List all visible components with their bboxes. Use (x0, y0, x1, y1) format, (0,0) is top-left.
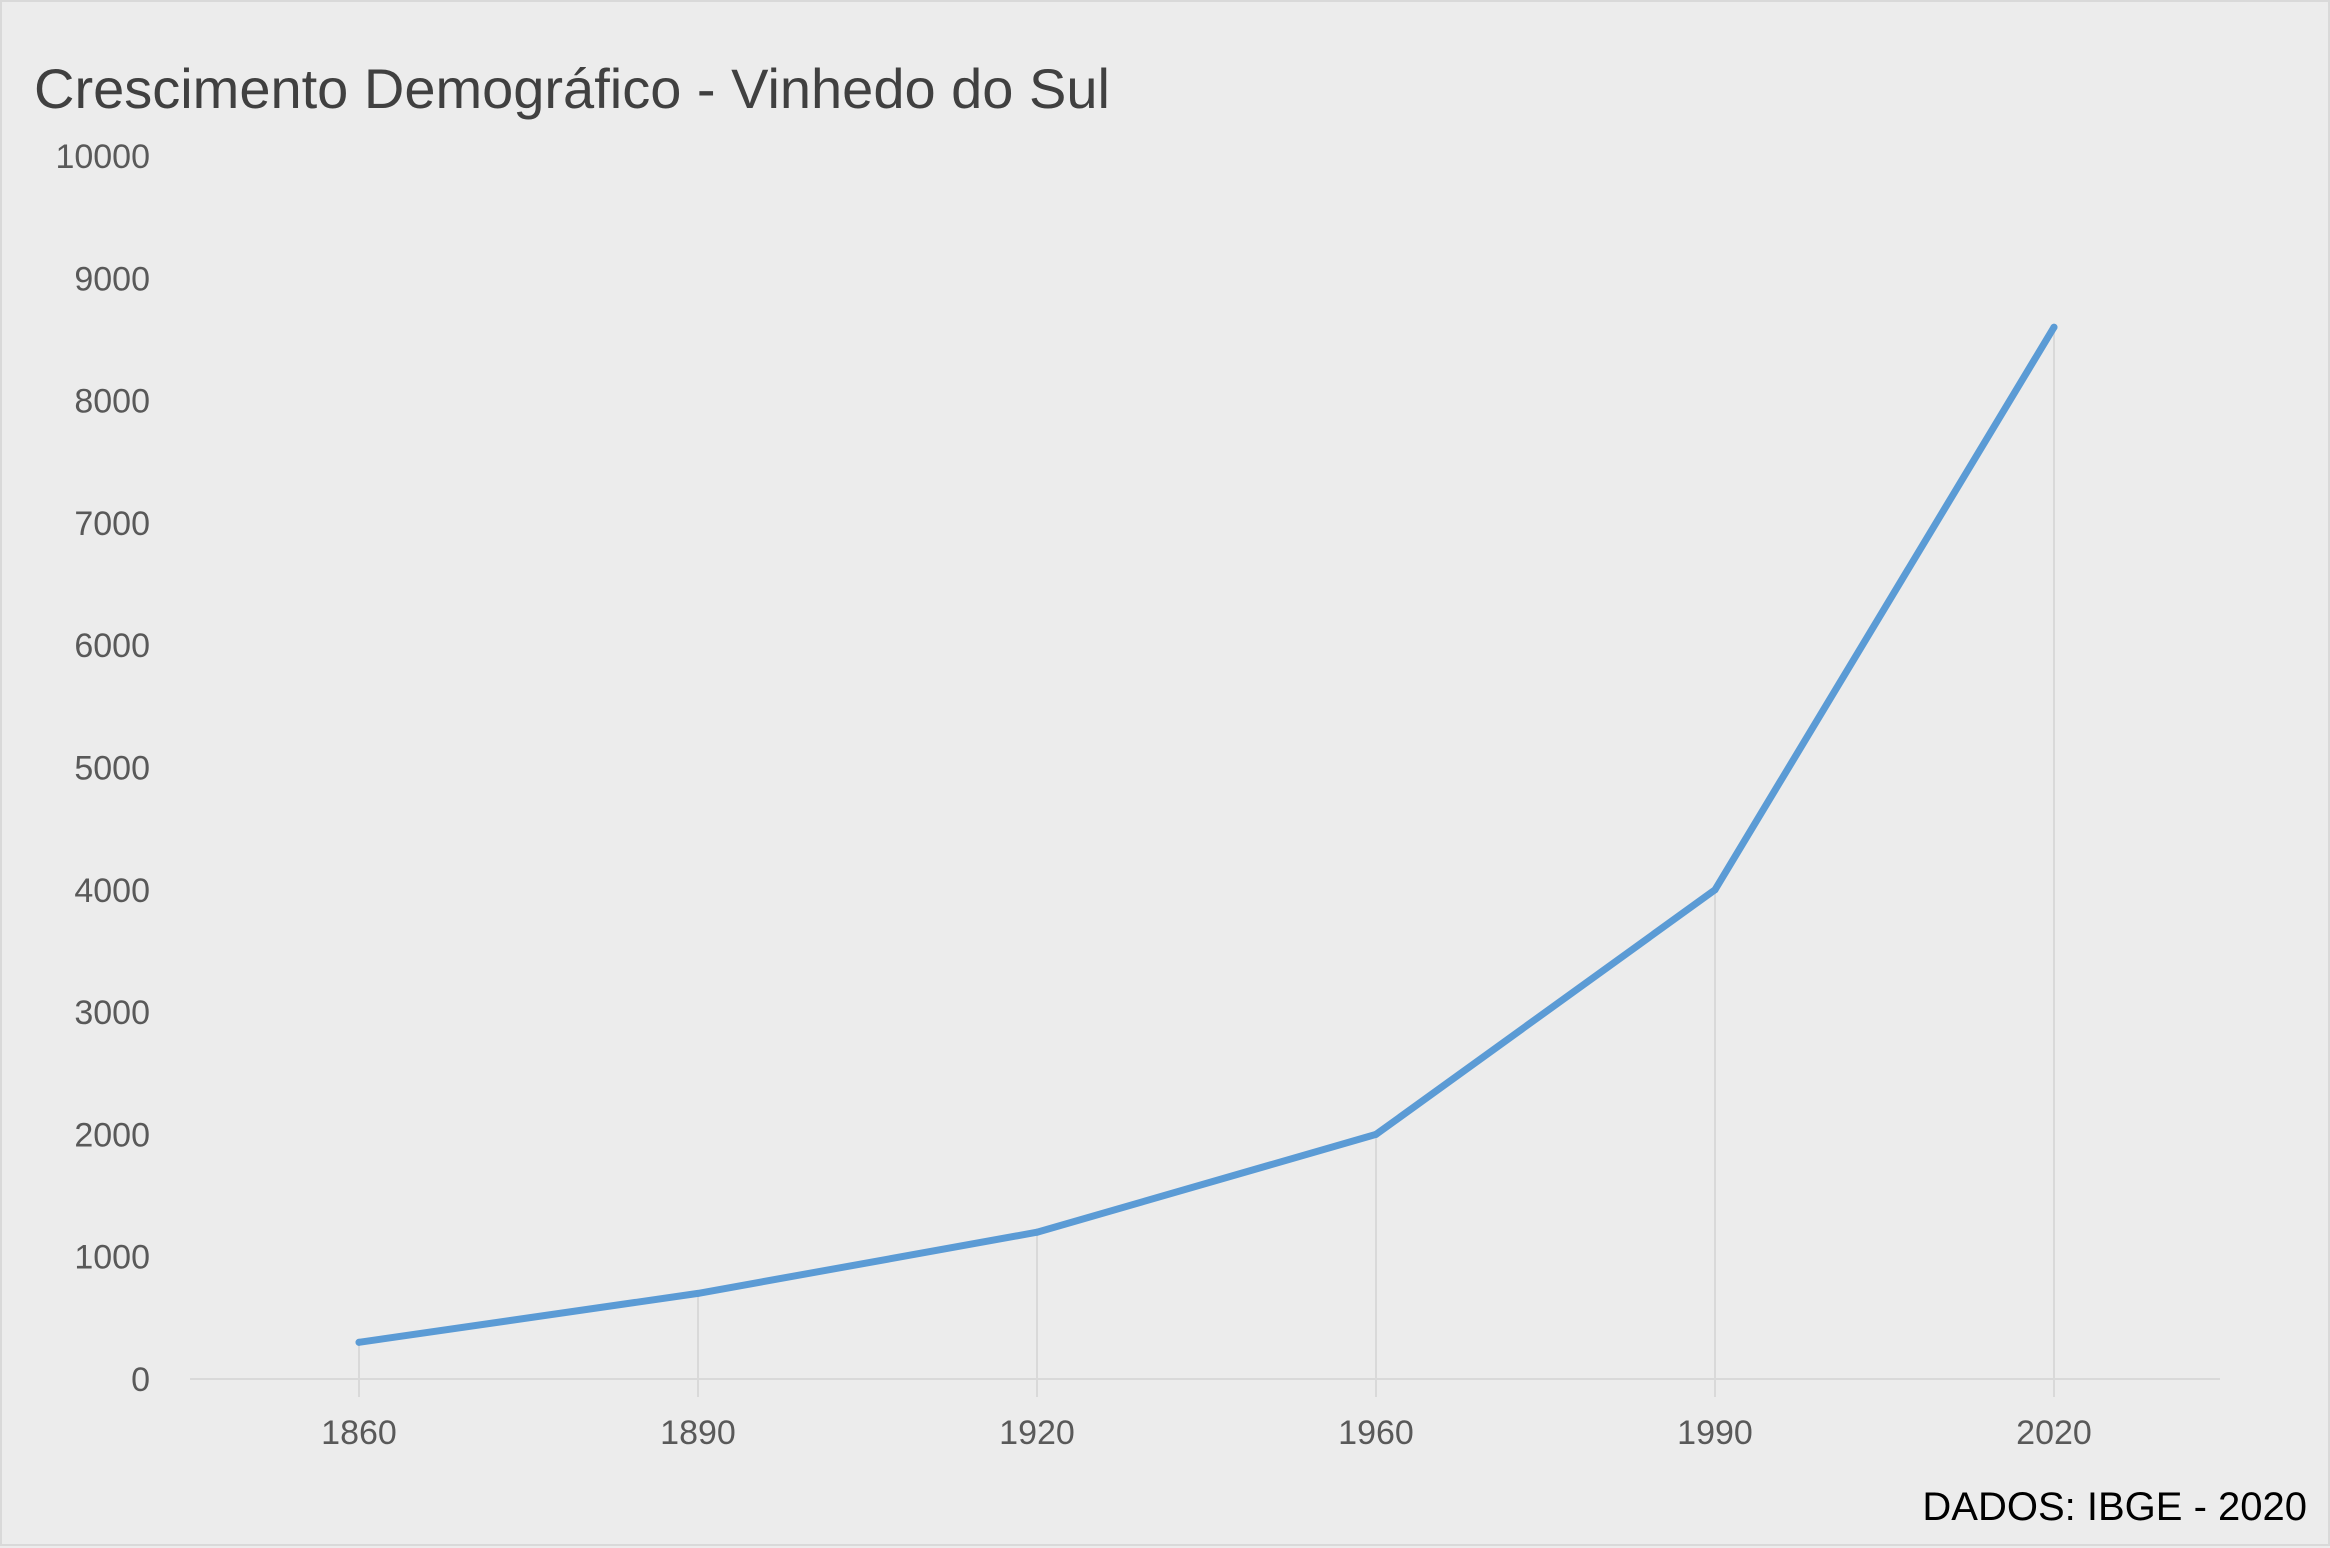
y-tick-label: 5000 (74, 750, 150, 788)
x-tick-label: 1920 (999, 1414, 1075, 1452)
y-tick-label: 9000 (74, 260, 150, 298)
data-point (1033, 1228, 1041, 1236)
y-tick-label: 6000 (74, 627, 150, 665)
x-axis-tick-labels: 1860 1890 1920 1960 1990 2020 (321, 1414, 2092, 1452)
data-source-note: DADOS: IBGE - 2020 (1922, 1485, 2307, 1529)
series-group (355, 323, 2058, 1346)
data-point (1372, 1130, 1380, 1138)
x-tick-label: 2020 (2016, 1414, 2092, 1452)
x-tick-label: 1960 (1338, 1414, 1414, 1452)
y-tick-label: 3000 (74, 994, 150, 1032)
y-tick-label: 7000 (74, 505, 150, 543)
y-tick-label: 1000 (74, 1239, 150, 1277)
data-point (1711, 886, 1719, 894)
x-tick-label: 1860 (321, 1414, 397, 1452)
series-line (355, 323, 2058, 1346)
data-point (355, 1338, 363, 1346)
drop-lines (358, 327, 2055, 1397)
data-point (694, 1289, 702, 1297)
y-tick-label: 8000 (74, 383, 150, 421)
y-tick-label: 4000 (74, 872, 150, 910)
y-tick-label: 10000 (55, 138, 150, 176)
y-axis-tick-labels: 0 1000 2000 3000 4000 5000 6000 7000 8000 9000 100… (55, 138, 150, 1399)
y-tick-label: 2000 (74, 1116, 150, 1154)
x-tick-label: 1890 (660, 1414, 736, 1452)
y-tick-label: 0 (131, 1361, 150, 1399)
chart-title: Crescimento Demográfico - Vinhedo do Sul (34, 57, 1110, 120)
data-point (2050, 323, 2058, 331)
x-tick-label: 1990 (1677, 1414, 1753, 1452)
